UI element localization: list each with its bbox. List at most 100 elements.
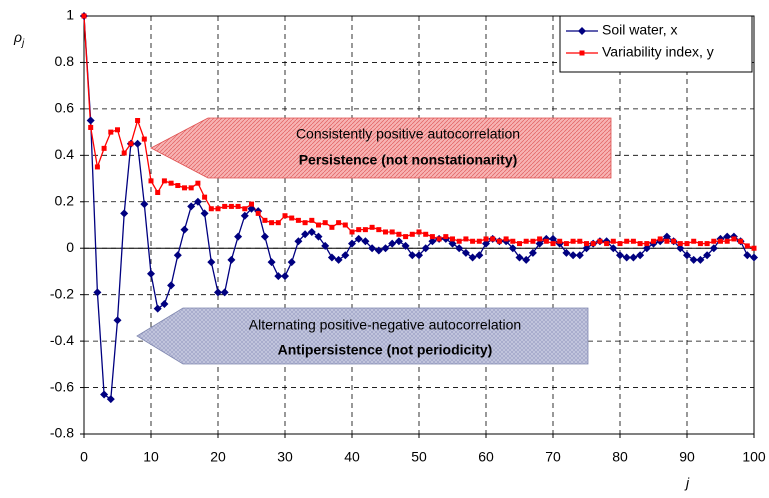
data-point (148, 178, 154, 184)
y-tick-label: -0.4 (50, 332, 74, 348)
data-point (289, 215, 295, 221)
data-point (101, 145, 107, 151)
x-axis-label: j (684, 475, 690, 491)
data-point (503, 236, 509, 242)
data-point (215, 206, 221, 212)
data-point (563, 241, 569, 247)
data-point (711, 238, 717, 244)
data-point (187, 202, 196, 211)
data-point (683, 251, 691, 260)
data-point (167, 281, 176, 290)
data-point (508, 244, 517, 253)
data-point (751, 245, 757, 251)
data-point (267, 258, 276, 267)
data-point (115, 127, 120, 133)
data-point (630, 238, 636, 244)
data-point (450, 236, 455, 242)
data-point (228, 203, 234, 209)
data-point (307, 227, 316, 236)
data-point (575, 251, 584, 260)
data-point (316, 222, 321, 228)
data-point (242, 206, 248, 212)
data-point (193, 197, 202, 206)
y-axis-label: ρj (13, 29, 25, 49)
data-point (153, 304, 162, 313)
data-point (281, 272, 289, 281)
data-point (496, 238, 502, 244)
x-tick-label: 90 (679, 449, 695, 465)
data-point (88, 124, 94, 130)
annotation-arrow (150, 117, 612, 179)
data-point (697, 241, 703, 247)
legend-label: Soil water, x (602, 22, 677, 38)
data-point (476, 238, 482, 244)
y-tick-label: 0.8 (55, 53, 75, 69)
data-point (590, 241, 596, 247)
x-tick-label: 30 (277, 449, 293, 465)
data-point (622, 253, 631, 262)
y-tick-label: 1 (66, 7, 74, 23)
data-point (644, 241, 650, 247)
data-point (443, 234, 449, 240)
plot-border (83, 15, 755, 435)
data-point (356, 227, 362, 233)
data-point (168, 180, 174, 186)
data-point (214, 288, 222, 297)
data-point (617, 241, 623, 247)
data-point (597, 238, 603, 244)
data-point (133, 139, 142, 148)
x-tick-label: 40 (344, 449, 360, 465)
data-point (175, 183, 181, 189)
data-point (750, 253, 758, 262)
data-point (120, 209, 129, 218)
data-point (515, 253, 524, 262)
data-point (274, 272, 283, 281)
data-point (188, 185, 194, 191)
data-point (260, 232, 269, 241)
data-point (604, 241, 610, 247)
data-point (510, 238, 516, 244)
data-point (81, 13, 87, 19)
data-point (677, 241, 683, 247)
data-point (455, 244, 464, 253)
data-point (468, 253, 477, 262)
data-point (409, 231, 415, 237)
data-point (684, 241, 690, 247)
data-point (522, 255, 531, 264)
legend-marker (579, 50, 585, 56)
data-point (374, 246, 383, 255)
data-point (222, 203, 228, 209)
data-point (483, 236, 489, 242)
data-point (334, 255, 343, 264)
data-point (322, 220, 328, 226)
data-point (423, 231, 429, 237)
x-tick-label: 100 (742, 449, 766, 465)
data-point (403, 234, 409, 240)
data-point (691, 238, 697, 244)
data-point (550, 241, 556, 247)
data-point (517, 241, 522, 247)
data-point (470, 238, 476, 244)
data-point (128, 141, 134, 147)
data-point (141, 136, 147, 142)
data-point (93, 288, 102, 297)
data-point (309, 217, 315, 223)
data-point (482, 239, 490, 248)
data-point (361, 237, 370, 246)
data-point (610, 238, 616, 244)
annotation-arrow (136, 307, 589, 365)
data-point (636, 251, 645, 260)
data-point (569, 251, 578, 260)
data-point (207, 258, 216, 267)
data-point (100, 390, 109, 399)
y-tick-label: -0.2 (50, 285, 74, 301)
data-point (396, 231, 402, 237)
y-tick-label: 0.6 (55, 100, 75, 116)
data-point (389, 229, 395, 235)
data-point (408, 251, 417, 260)
data-point (718, 238, 723, 244)
data-point (671, 238, 677, 244)
data-point (108, 129, 114, 135)
data-point (255, 210, 261, 216)
data-point (202, 194, 208, 200)
